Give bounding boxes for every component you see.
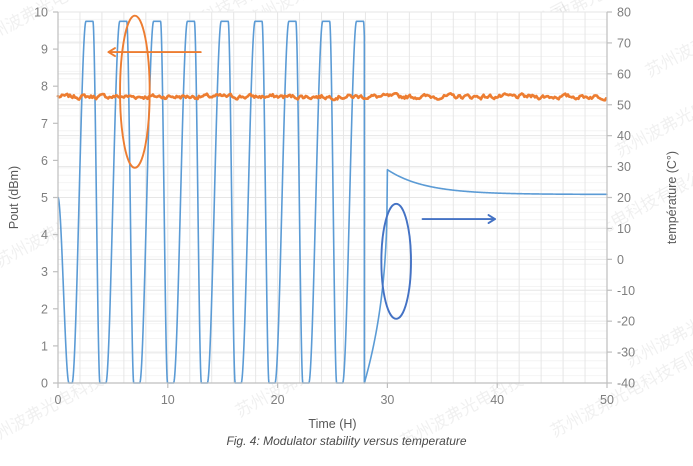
y-tick-label: 5 xyxy=(41,191,48,205)
y-tick-label: 1 xyxy=(41,339,48,353)
x-tick-label: 50 xyxy=(600,393,614,407)
x-tick-label: 40 xyxy=(490,393,504,407)
x-axis-title: Time (H) xyxy=(308,417,356,431)
y2-tick-label: -30 xyxy=(617,346,635,360)
figure-caption: Fig. 4: Modulator stability versus tempe… xyxy=(226,434,467,448)
series-temperature-line xyxy=(57,20,608,384)
left-arrow-annotation-head xyxy=(107,47,116,58)
y-tick-label: 9 xyxy=(41,43,48,57)
x-tick-label: 10 xyxy=(161,393,175,407)
y-tick-label: 10 xyxy=(34,6,48,20)
x-tick-label: 20 xyxy=(271,393,285,407)
y2-tick-label: 30 xyxy=(617,160,631,174)
y-tick-label: 8 xyxy=(41,80,48,94)
x-tick-label: 30 xyxy=(380,393,394,407)
y2-tick-label: 60 xyxy=(617,67,631,81)
right-arrow-annotation-head xyxy=(487,214,496,224)
y2-axis-title: température (C°) xyxy=(665,151,679,244)
y-tick-label: 4 xyxy=(41,228,48,242)
x-tick-label: 0 xyxy=(55,393,62,407)
y-tick-label: 7 xyxy=(41,117,48,131)
y2-tick-label: 80 xyxy=(617,6,631,20)
y-tick-label: 2 xyxy=(41,302,48,316)
y2-tick-label: 0 xyxy=(617,253,624,267)
y2-tick-label: 50 xyxy=(617,98,631,112)
y2-tick-label: -20 xyxy=(617,315,635,329)
y2-tick-label: 10 xyxy=(617,222,631,236)
y-axis-title: Pout (dBm) xyxy=(7,166,21,229)
y2-tick-label: -10 xyxy=(617,284,635,298)
y2-tick-label: 40 xyxy=(617,129,631,143)
y-tick-label: 6 xyxy=(41,154,48,168)
y-tick-label: 0 xyxy=(41,377,48,391)
y2-tick-label: 70 xyxy=(617,36,631,50)
y-tick-label: 3 xyxy=(41,265,48,279)
y2-tick-label: -40 xyxy=(617,377,635,391)
blue-ellipse-annotation xyxy=(380,202,412,320)
y2-tick-label: 20 xyxy=(617,191,631,205)
orange-ellipse-annotation xyxy=(119,14,151,169)
